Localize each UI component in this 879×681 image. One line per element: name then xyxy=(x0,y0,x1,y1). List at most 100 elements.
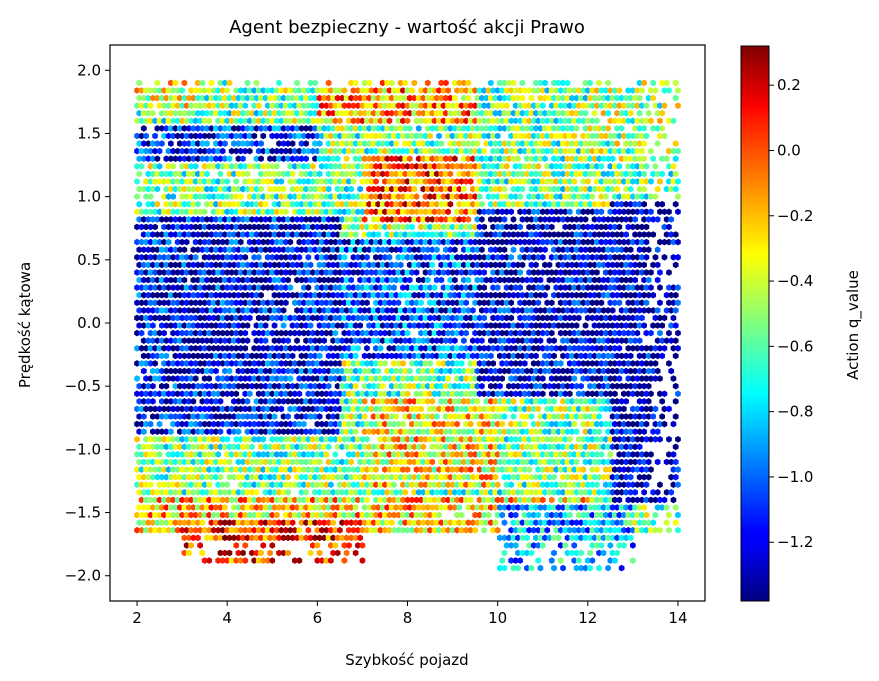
hexbin-cell xyxy=(639,496,645,504)
hexbin-cell xyxy=(370,504,377,511)
hexbin-cell xyxy=(251,466,258,473)
hexbin-cell xyxy=(454,436,460,443)
hexbin-cell xyxy=(666,329,672,337)
hexbin-cell xyxy=(632,276,638,284)
hexbin-cell xyxy=(553,420,560,428)
hexbin-cell xyxy=(422,526,429,534)
hexbin-cell xyxy=(614,519,620,526)
hexbin-cell xyxy=(201,466,208,473)
hexbin-cell xyxy=(325,489,332,496)
hexbin-cell xyxy=(481,284,487,291)
hexbin-cell xyxy=(409,526,415,534)
hexbin-cell xyxy=(301,496,307,504)
hexbin-cell xyxy=(384,458,391,466)
hexbin-cell xyxy=(264,481,271,488)
hexbin-cell xyxy=(165,238,172,246)
hexbin-cell xyxy=(429,473,436,481)
hexbin-cell xyxy=(190,443,197,451)
hexbin-cell xyxy=(474,398,481,405)
hexbin-cell xyxy=(328,511,334,519)
hexbin-cell xyxy=(143,496,149,504)
hexbin-cell xyxy=(154,489,161,496)
hexbin-cell xyxy=(226,519,233,526)
hexbin-cell xyxy=(587,504,593,511)
hexbin-cell xyxy=(145,489,152,496)
hexbin-cell xyxy=(594,269,600,276)
hexbin-cell xyxy=(269,451,276,458)
hexbin-cell xyxy=(497,504,503,511)
hexbin-cell xyxy=(510,534,517,542)
hexbin-cell xyxy=(312,413,318,420)
hexbin-cell xyxy=(231,534,237,542)
hexbin-cell xyxy=(544,526,551,534)
hexbin-cell xyxy=(377,481,384,488)
hexbin-cell xyxy=(260,557,267,564)
hexbin-cell xyxy=(474,413,481,420)
hexbin-cell xyxy=(596,413,602,420)
hexbin-cell xyxy=(280,307,287,314)
hexbin-cell xyxy=(314,511,321,519)
hexbin-cell xyxy=(224,436,231,443)
hexbin-cell xyxy=(251,557,258,564)
hexbin-cell xyxy=(510,428,517,435)
hexbin-cell xyxy=(621,466,627,473)
hexbin-cell xyxy=(616,511,623,519)
hexbin-cell xyxy=(375,231,382,238)
hexbin-cell xyxy=(650,489,656,496)
hexbin-cell xyxy=(621,542,627,549)
hexbin-cell xyxy=(458,526,465,534)
hexbin-cell xyxy=(458,511,465,519)
hexbin-cell xyxy=(517,466,523,473)
hexbin-cell xyxy=(192,526,199,534)
hexbin-cell xyxy=(368,526,375,534)
hexbin-cell xyxy=(422,511,429,519)
hexbin-cell xyxy=(443,504,449,511)
hexbin-cell xyxy=(278,451,285,458)
hexbin-cell xyxy=(501,549,508,557)
hexbin-cell xyxy=(289,352,296,360)
hexbin-cell xyxy=(526,511,533,519)
hexbin-cell xyxy=(510,443,517,451)
hexbin-cell xyxy=(386,481,393,488)
hexbin-cell xyxy=(578,489,584,496)
hexbin-cell xyxy=(479,428,485,435)
hexbin-cell xyxy=(163,473,170,481)
hexbin-cell xyxy=(249,534,255,542)
hexbin-cell xyxy=(192,375,199,382)
hexbin-cell xyxy=(359,511,366,519)
hexbin-cell xyxy=(156,420,163,428)
hexbin-cell xyxy=(330,413,336,420)
hexbin-cell xyxy=(672,261,679,269)
hexbin-cell xyxy=(237,238,244,246)
hexbin-cell xyxy=(634,451,641,458)
hexbin-cell xyxy=(361,519,368,526)
hexbin-cell xyxy=(481,269,487,276)
hexbin-cell xyxy=(382,360,388,367)
hexbin-cell xyxy=(555,428,562,435)
hexbin-cell xyxy=(409,496,415,504)
hexbin-cell xyxy=(400,360,406,367)
hexbin-cell xyxy=(605,519,611,526)
hexbin-cell xyxy=(641,322,647,329)
hexbin-cell xyxy=(438,519,445,526)
hexbin-cell xyxy=(393,458,400,466)
hexbin-cell xyxy=(666,526,672,534)
hexbin-cell xyxy=(210,451,217,458)
hexbin-cell xyxy=(418,420,424,428)
hexbin-cell xyxy=(289,504,296,511)
hexbin-cell xyxy=(159,443,165,451)
hexbin-cell xyxy=(474,458,481,466)
hexbin-cell xyxy=(470,504,476,511)
hexbin-cell xyxy=(310,451,316,458)
hexbin-cell xyxy=(183,420,190,428)
hexbin-cell xyxy=(136,200,143,208)
hexbin-cell xyxy=(546,458,553,466)
hexbin-cell xyxy=(199,549,206,557)
hexbin-cell xyxy=(616,223,623,231)
hexbin-cell xyxy=(508,420,514,428)
hexbin-cell xyxy=(267,504,273,511)
hexbin-cell xyxy=(156,511,163,519)
hexbin-cell xyxy=(138,405,145,413)
hexbin-cell xyxy=(219,466,226,473)
hexbin-cell xyxy=(373,466,379,473)
